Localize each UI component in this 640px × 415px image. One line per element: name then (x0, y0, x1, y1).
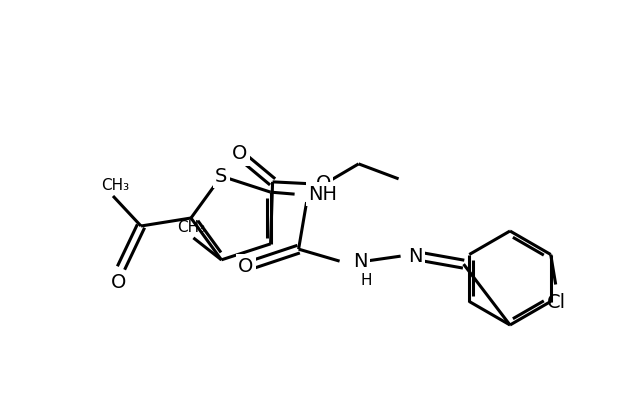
Text: N: N (353, 251, 368, 271)
Text: S: S (215, 167, 228, 186)
Text: CH₃: CH₃ (101, 178, 129, 193)
Text: O: O (316, 174, 331, 193)
Text: Cl: Cl (547, 293, 566, 312)
Text: O: O (111, 273, 127, 292)
Text: N: N (408, 247, 423, 266)
Text: O: O (238, 256, 253, 276)
Text: NH: NH (308, 185, 337, 204)
Text: O: O (232, 144, 247, 164)
Text: H: H (361, 273, 372, 288)
Text: CH₃: CH₃ (177, 220, 205, 235)
